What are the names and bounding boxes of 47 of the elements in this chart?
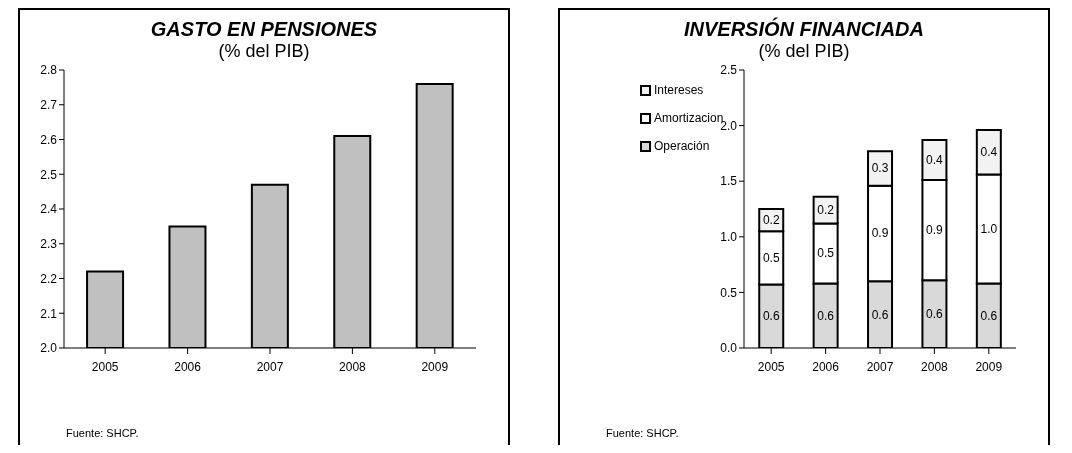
source-note: Fuente: SHCP. xyxy=(66,427,139,439)
data-label: 0.5 xyxy=(762,250,780,265)
chart-subtitle: (% del PIB) xyxy=(217,41,311,62)
y-tick-label: 2.5 xyxy=(720,63,738,78)
y-tick-label: 2.7 xyxy=(40,98,58,113)
chart-title: GASTO EN PENSIONES xyxy=(149,18,379,41)
y-tick-label: 0.0 xyxy=(720,341,738,356)
y-tick-label: 2.4 xyxy=(40,202,58,217)
y-tick-label: 2.3 xyxy=(40,237,58,252)
y-tick-label: 2.8 xyxy=(40,63,58,78)
data-label: 0.9 xyxy=(926,223,944,238)
x-tick-label: 2005 xyxy=(757,359,785,374)
y-tick-label: 2.5 xyxy=(40,167,58,182)
data-label: 0.6 xyxy=(817,308,835,323)
data-label: 0.2 xyxy=(762,213,780,228)
data-label: 0.4 xyxy=(980,145,998,160)
x-tick-label: 2007 xyxy=(866,359,894,374)
y-tick-label: 1.5 xyxy=(720,174,738,189)
y-tick-label: 2.2 xyxy=(40,271,58,286)
x-tick-label: 2006 xyxy=(174,359,202,374)
data-label: 0.9 xyxy=(871,226,889,241)
x-tick-label: 2009 xyxy=(421,359,449,374)
source-note: Fuente: SHCP. xyxy=(606,427,679,439)
chart-subtitle: (% del PIB) xyxy=(757,41,851,62)
y-tick-label: 2.0 xyxy=(40,341,58,356)
x-tick-label: 2005 xyxy=(91,359,119,374)
data-label: 0.4 xyxy=(926,153,944,168)
x-tick-label: 2007 xyxy=(256,359,284,374)
legend-label: Operación xyxy=(654,139,710,153)
y-tick-label: 0.5 xyxy=(720,285,738,300)
data-label: 0.6 xyxy=(926,307,944,322)
chart-title: INVERSIÓN FINANCIADA xyxy=(683,18,925,41)
data-label: 0.2 xyxy=(817,203,835,218)
legend-label: Intereses xyxy=(654,83,704,97)
data-label: 0.3 xyxy=(871,161,889,176)
data-label: 0.6 xyxy=(762,309,780,324)
data-label: 0.6 xyxy=(871,307,889,322)
x-tick-label: 2009 xyxy=(975,359,1003,374)
y-tick-label: 2.1 xyxy=(40,306,58,321)
x-tick-label: 2008 xyxy=(921,359,949,374)
y-tick-label: 2.6 xyxy=(40,132,58,147)
x-tick-label: 2008 xyxy=(339,359,367,374)
data-label: 0.6 xyxy=(980,308,998,323)
y-tick-label: 1.0 xyxy=(720,230,738,245)
data-label: 1.0 xyxy=(980,222,998,237)
x-tick-label: 2006 xyxy=(812,359,840,374)
data-label: 0.5 xyxy=(817,246,835,261)
